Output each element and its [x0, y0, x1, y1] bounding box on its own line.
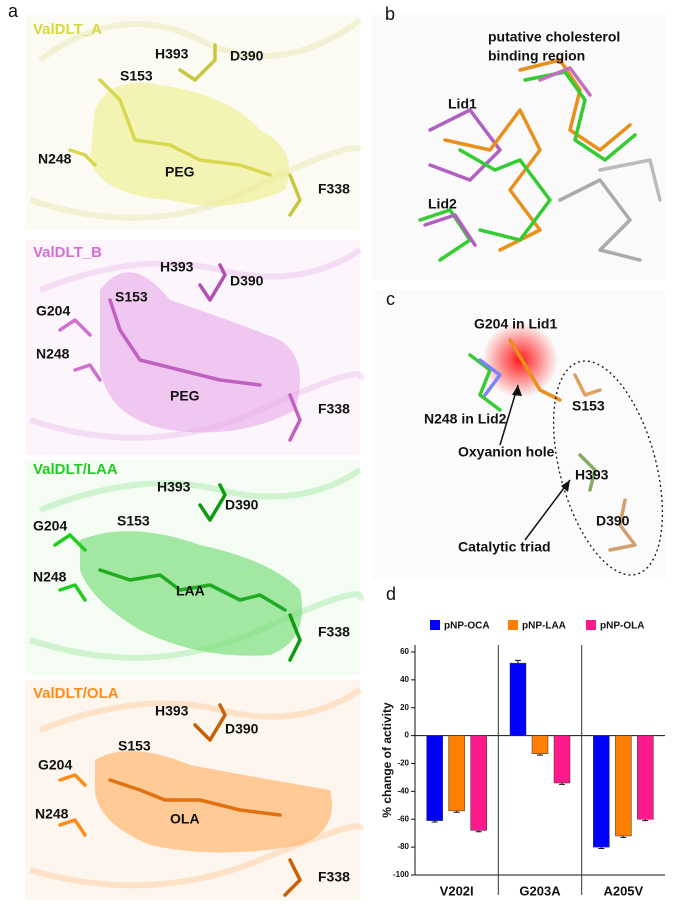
error-bar	[475, 830, 482, 833]
annotation: S153	[572, 398, 605, 414]
bar	[553, 735, 571, 784]
bar	[531, 735, 549, 754]
residue-label: S153	[118, 738, 151, 754]
x-tick-label: A205V	[603, 883, 643, 898]
panel-title: ValDLT/OLA	[33, 685, 119, 702]
error-bar	[515, 659, 521, 664]
y-tick-label: -80	[397, 842, 409, 851]
error-bar	[598, 847, 605, 850]
y-tick-label: 40	[400, 675, 409, 684]
x-tick-label: G203A	[519, 883, 561, 898]
ligand-label: LAA	[176, 583, 205, 599]
annotation: Lid1	[448, 96, 477, 112]
residue-label: H393	[155, 703, 189, 719]
ligand-label: OLA	[170, 811, 200, 827]
residue-label: S153	[115, 289, 148, 305]
residue-label: G204	[33, 518, 67, 534]
y-tick-label: 0	[405, 731, 410, 740]
legend-label: pNP-OCA	[444, 621, 490, 632]
residue-label: N248	[33, 569, 67, 585]
ligand-label: PEG	[165, 164, 195, 180]
panel-title: ValDLT_A	[33, 21, 102, 38]
residue-label: H393	[160, 259, 194, 275]
panel-title: ValDLT_B	[33, 244, 102, 261]
y-tick-label: -60	[397, 814, 409, 823]
y-tick-label: -100	[393, 870, 410, 879]
annotation: Catalytic triad	[458, 539, 551, 555]
legend-label: pNP-OLA	[600, 621, 644, 632]
legend-label: pNP-LAA	[522, 621, 566, 632]
y-axis-label: % change of activity	[380, 702, 394, 818]
residue-label: G204	[38, 757, 72, 773]
annotation: Lid2	[428, 196, 457, 212]
y-tick-label: -40	[397, 786, 409, 795]
annotation: Oxyanion hole	[458, 444, 555, 460]
error-bar	[537, 753, 543, 756]
residue-label: D390	[230, 273, 264, 289]
error-bar	[431, 820, 438, 823]
bar	[426, 735, 443, 821]
panel-label: c	[386, 289, 395, 309]
residue-label: N248	[35, 806, 69, 822]
residue-label: D390	[225, 497, 259, 513]
annotation: putative cholesterol	[488, 29, 620, 45]
error-bar	[620, 835, 627, 838]
annotation: H393	[575, 467, 609, 483]
panel-b-structure	[372, 15, 665, 280]
residue-label: D390	[230, 48, 264, 64]
bar	[448, 735, 465, 812]
residue-label: N248	[38, 151, 72, 167]
residue-label: N248	[36, 346, 70, 362]
annotation: N248 in Lid2	[424, 411, 507, 427]
residue-label: F338	[318, 181, 350, 197]
residue-label: F338	[318, 401, 350, 417]
error-bar	[642, 819, 649, 822]
bar-chart: -100 -80 -60 -40 -20 0 20 40 60 V202I G203A A205V pN…	[393, 620, 665, 898]
residue-label: S153	[117, 513, 150, 529]
bar	[509, 662, 527, 736]
x-tick-label: V202I	[440, 883, 474, 898]
panel-label: b	[385, 4, 395, 24]
panel-a-structures	[25, 15, 364, 900]
y-tick-label: 60	[400, 647, 409, 656]
bar	[593, 735, 610, 848]
ligand-label: PEG	[170, 388, 200, 404]
residue-label: G204	[36, 303, 70, 319]
residue-label: S153	[120, 68, 153, 84]
panel-title: ValDLT/LAA	[33, 461, 118, 478]
legend-swatch	[508, 620, 518, 630]
panel-label: d	[386, 584, 396, 604]
annotation: G204 in Lid1	[474, 316, 557, 332]
y-tick-label: -20	[397, 759, 409, 768]
bar	[470, 735, 487, 831]
panel-label: a	[8, 1, 19, 21]
bar	[637, 735, 654, 820]
annotation: D390	[596, 513, 630, 529]
residue-label: H393	[157, 479, 191, 495]
annotation: binding region	[488, 48, 585, 64]
legend-swatch	[586, 620, 596, 630]
legend-swatch	[430, 620, 440, 630]
error-bar	[559, 783, 565, 785]
y-tick-label: 20	[400, 703, 409, 712]
residue-label: D390	[225, 721, 259, 737]
residue-label: F338	[318, 869, 350, 885]
error-bar	[453, 810, 460, 813]
bar	[615, 735, 632, 837]
residue-label: H393	[155, 46, 189, 62]
panel-c-structure	[372, 290, 665, 580]
residue-label: F338	[318, 624, 350, 640]
